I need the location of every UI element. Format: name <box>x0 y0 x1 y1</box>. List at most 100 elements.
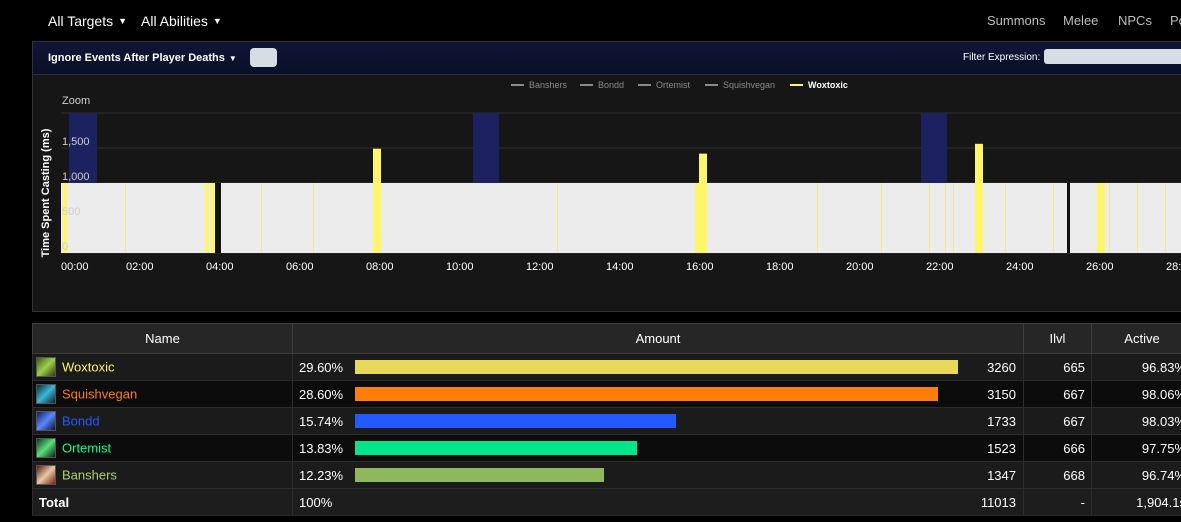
player-name: Bondd <box>62 413 100 429</box>
rogue-icon <box>36 357 56 377</box>
percent-value: 12.23% <box>299 468 344 483</box>
shaman-icon <box>36 411 56 431</box>
legend-item[interactable]: Woxtoxic <box>808 80 848 90</box>
hunter-icon <box>36 465 56 485</box>
amount-bar-track <box>355 414 961 428</box>
chevron-down-icon: ▼ <box>212 16 222 26</box>
series-bar <box>975 143 979 253</box>
player-name-cell[interactable]: Woxtoxic <box>32 353 293 381</box>
melee-link[interactable]: Melee <box>1063 13 1099 28</box>
baseline-gap <box>215 183 221 253</box>
total-percent: 100% <box>299 495 333 510</box>
player-name: Squishvegan <box>62 386 138 402</box>
percent-value: 29.60% <box>299 360 344 375</box>
filter-expression-input[interactable] <box>1044 49 1181 64</box>
all-abilities-dropdown[interactable]: All Abilities ▼ <box>141 13 222 29</box>
legend-item[interactable]: Bondd <box>598 80 624 90</box>
total-label: Total <box>32 488 293 516</box>
percent-value: 13.83% <box>299 441 344 456</box>
y-tick-label: 500 <box>62 206 80 218</box>
series-thin-mark <box>125 183 126 253</box>
active-value: 98.03% <box>1091 407 1181 435</box>
x-tick-label: 24:00 <box>1006 261 1034 273</box>
chevron-down-icon: ▼ <box>118 16 128 26</box>
y-tick-label: 1,500 <box>62 136 90 148</box>
series-bar <box>699 153 703 253</box>
series-thin-mark <box>1053 183 1054 253</box>
series-thin-mark <box>817 183 818 253</box>
x-tick-label: 16:00 <box>686 261 714 273</box>
amount-bar <box>355 468 604 482</box>
casting-time-chart[interactable]: 0 500 1,000 1,500 Zoom Time Spent Casting (ms… <box>33 74 1181 312</box>
x-tick-label: 18:00 <box>766 261 794 273</box>
active-value: 96.74% <box>1091 461 1181 489</box>
amount-value: 1523 <box>987 441 1016 456</box>
filter-toggle-button[interactable] <box>250 48 277 67</box>
amount-cell: 12.23% 1347 <box>292 461 1024 489</box>
active-column-header[interactable]: Active <box>1091 323 1181 354</box>
zoom-label[interactable]: Zoom <box>62 95 90 107</box>
x-tick-label: 12:00 <box>526 261 554 273</box>
summons-link[interactable]: Summons <box>987 13 1046 28</box>
legend-item[interactable]: Banshers <box>529 80 568 90</box>
all-targets-dropdown[interactable]: All Targets ▼ <box>48 13 127 29</box>
series-thin-mark <box>313 183 314 253</box>
amount-bar-track <box>355 441 961 455</box>
player-name: Woxtoxic <box>62 359 115 375</box>
amount-cell: 28.60% 3150 <box>292 380 1024 408</box>
x-tick-label: 22:00 <box>926 261 954 273</box>
series-thin-mark <box>1005 183 1006 253</box>
amount-value: 3260 <box>987 360 1016 375</box>
series-bar <box>703 153 707 253</box>
amount-bar <box>355 414 676 428</box>
player-name: Ortemist <box>62 440 112 456</box>
player-name-cell[interactable]: Ortemist <box>32 434 293 462</box>
all-targets-label: All Targets <box>48 13 114 29</box>
player-name-cell[interactable]: Squishvegan <box>32 380 293 408</box>
active-value: 98.06% <box>1091 380 1181 408</box>
filter-expression-label: Filter Expression: <box>963 52 1041 63</box>
x-tick-label: 10:00 <box>446 261 474 273</box>
y-tick-label: 0 <box>62 241 68 253</box>
amount-value: 1347 <box>987 468 1016 483</box>
amount-bar <box>355 441 637 455</box>
total-active: 1,904.1s <box>1091 488 1181 516</box>
legend-item[interactable]: Squishvegan <box>723 80 775 90</box>
pets-link[interactable]: Po <box>1170 13 1181 28</box>
amount-cell: 13.83% 1523 <box>292 434 1024 462</box>
series-thin-mark <box>1109 183 1110 253</box>
npcs-link[interactable]: NPCs <box>1118 13 1152 28</box>
series-bar <box>979 143 983 253</box>
series-bar <box>1101 183 1105 253</box>
series-bar <box>1097 183 1101 253</box>
series-thin-mark <box>557 183 558 253</box>
ignore-events-dropdown[interactable]: Ignore Events After Player Deaths ▼ <box>48 52 237 64</box>
top-bar: All Targets ▼ All Abilities ▼ Summons Mele… <box>0 0 1181 41</box>
percent-value: 28.60% <box>299 387 344 402</box>
amount-value: 3150 <box>987 387 1016 402</box>
amount-bar <box>355 360 958 374</box>
percent-value: 15.74% <box>299 414 344 429</box>
player-name-cell[interactable]: Banshers <box>32 461 293 489</box>
druid-icon <box>36 384 56 404</box>
ilvl-value: 668 <box>1023 461 1092 489</box>
ilvl-value: 665 <box>1023 353 1092 381</box>
series-bar <box>377 148 381 253</box>
ilvl-column-header[interactable]: Ilvl <box>1023 323 1092 354</box>
amount-cell: 29.60% 3260 <box>292 353 1024 381</box>
player-name-cell[interactable]: Bondd <box>32 407 293 435</box>
ignore-events-label: Ignore Events After Player Deaths <box>48 52 225 64</box>
all-abilities-label: All Abilities <box>141 13 208 29</box>
monk-icon <box>36 438 56 458</box>
x-tick-label: 28: <box>1166 261 1181 273</box>
amount-column-header[interactable]: Amount <box>292 323 1024 354</box>
legend-item[interactable]: Ortemist <box>656 80 691 90</box>
x-tick-label: 26:00 <box>1086 261 1114 273</box>
name-column-header[interactable]: Name <box>32 323 293 354</box>
series-thin-mark <box>945 183 946 253</box>
